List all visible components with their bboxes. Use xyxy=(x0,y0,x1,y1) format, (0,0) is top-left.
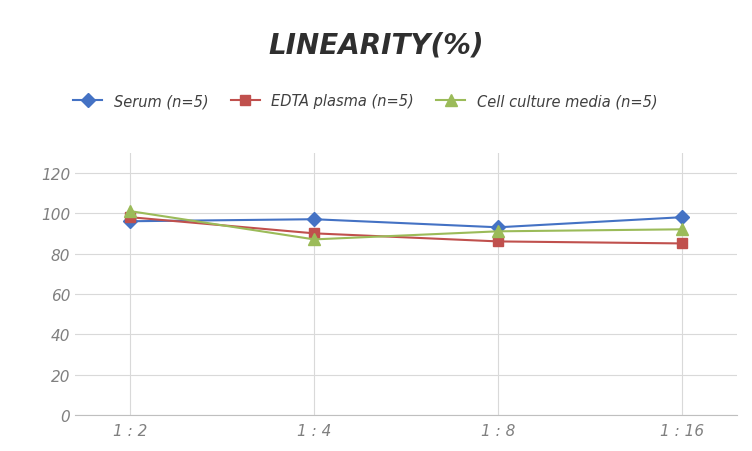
Cell culture media (n=5) xyxy=(678,227,687,233)
Serum (n=5) xyxy=(493,225,502,230)
Line: Cell culture media (n=5): Cell culture media (n=5) xyxy=(125,206,687,245)
Serum (n=5) xyxy=(126,219,135,225)
EDTA plasma (n=5) xyxy=(678,241,687,247)
Cell culture media (n=5) xyxy=(493,229,502,235)
Serum (n=5) xyxy=(310,217,319,222)
Text: LINEARITY(%): LINEARITY(%) xyxy=(268,32,484,60)
EDTA plasma (n=5) xyxy=(310,231,319,236)
Serum (n=5) xyxy=(678,215,687,221)
EDTA plasma (n=5) xyxy=(126,215,135,221)
Cell culture media (n=5) xyxy=(310,237,319,243)
Line: EDTA plasma (n=5): EDTA plasma (n=5) xyxy=(126,213,687,249)
EDTA plasma (n=5) xyxy=(493,239,502,244)
Cell culture media (n=5) xyxy=(126,209,135,214)
Legend: Serum (n=5), EDTA plasma (n=5), Cell culture media (n=5): Serum (n=5), EDTA plasma (n=5), Cell cul… xyxy=(68,88,663,115)
Line: Serum (n=5): Serum (n=5) xyxy=(126,213,687,233)
